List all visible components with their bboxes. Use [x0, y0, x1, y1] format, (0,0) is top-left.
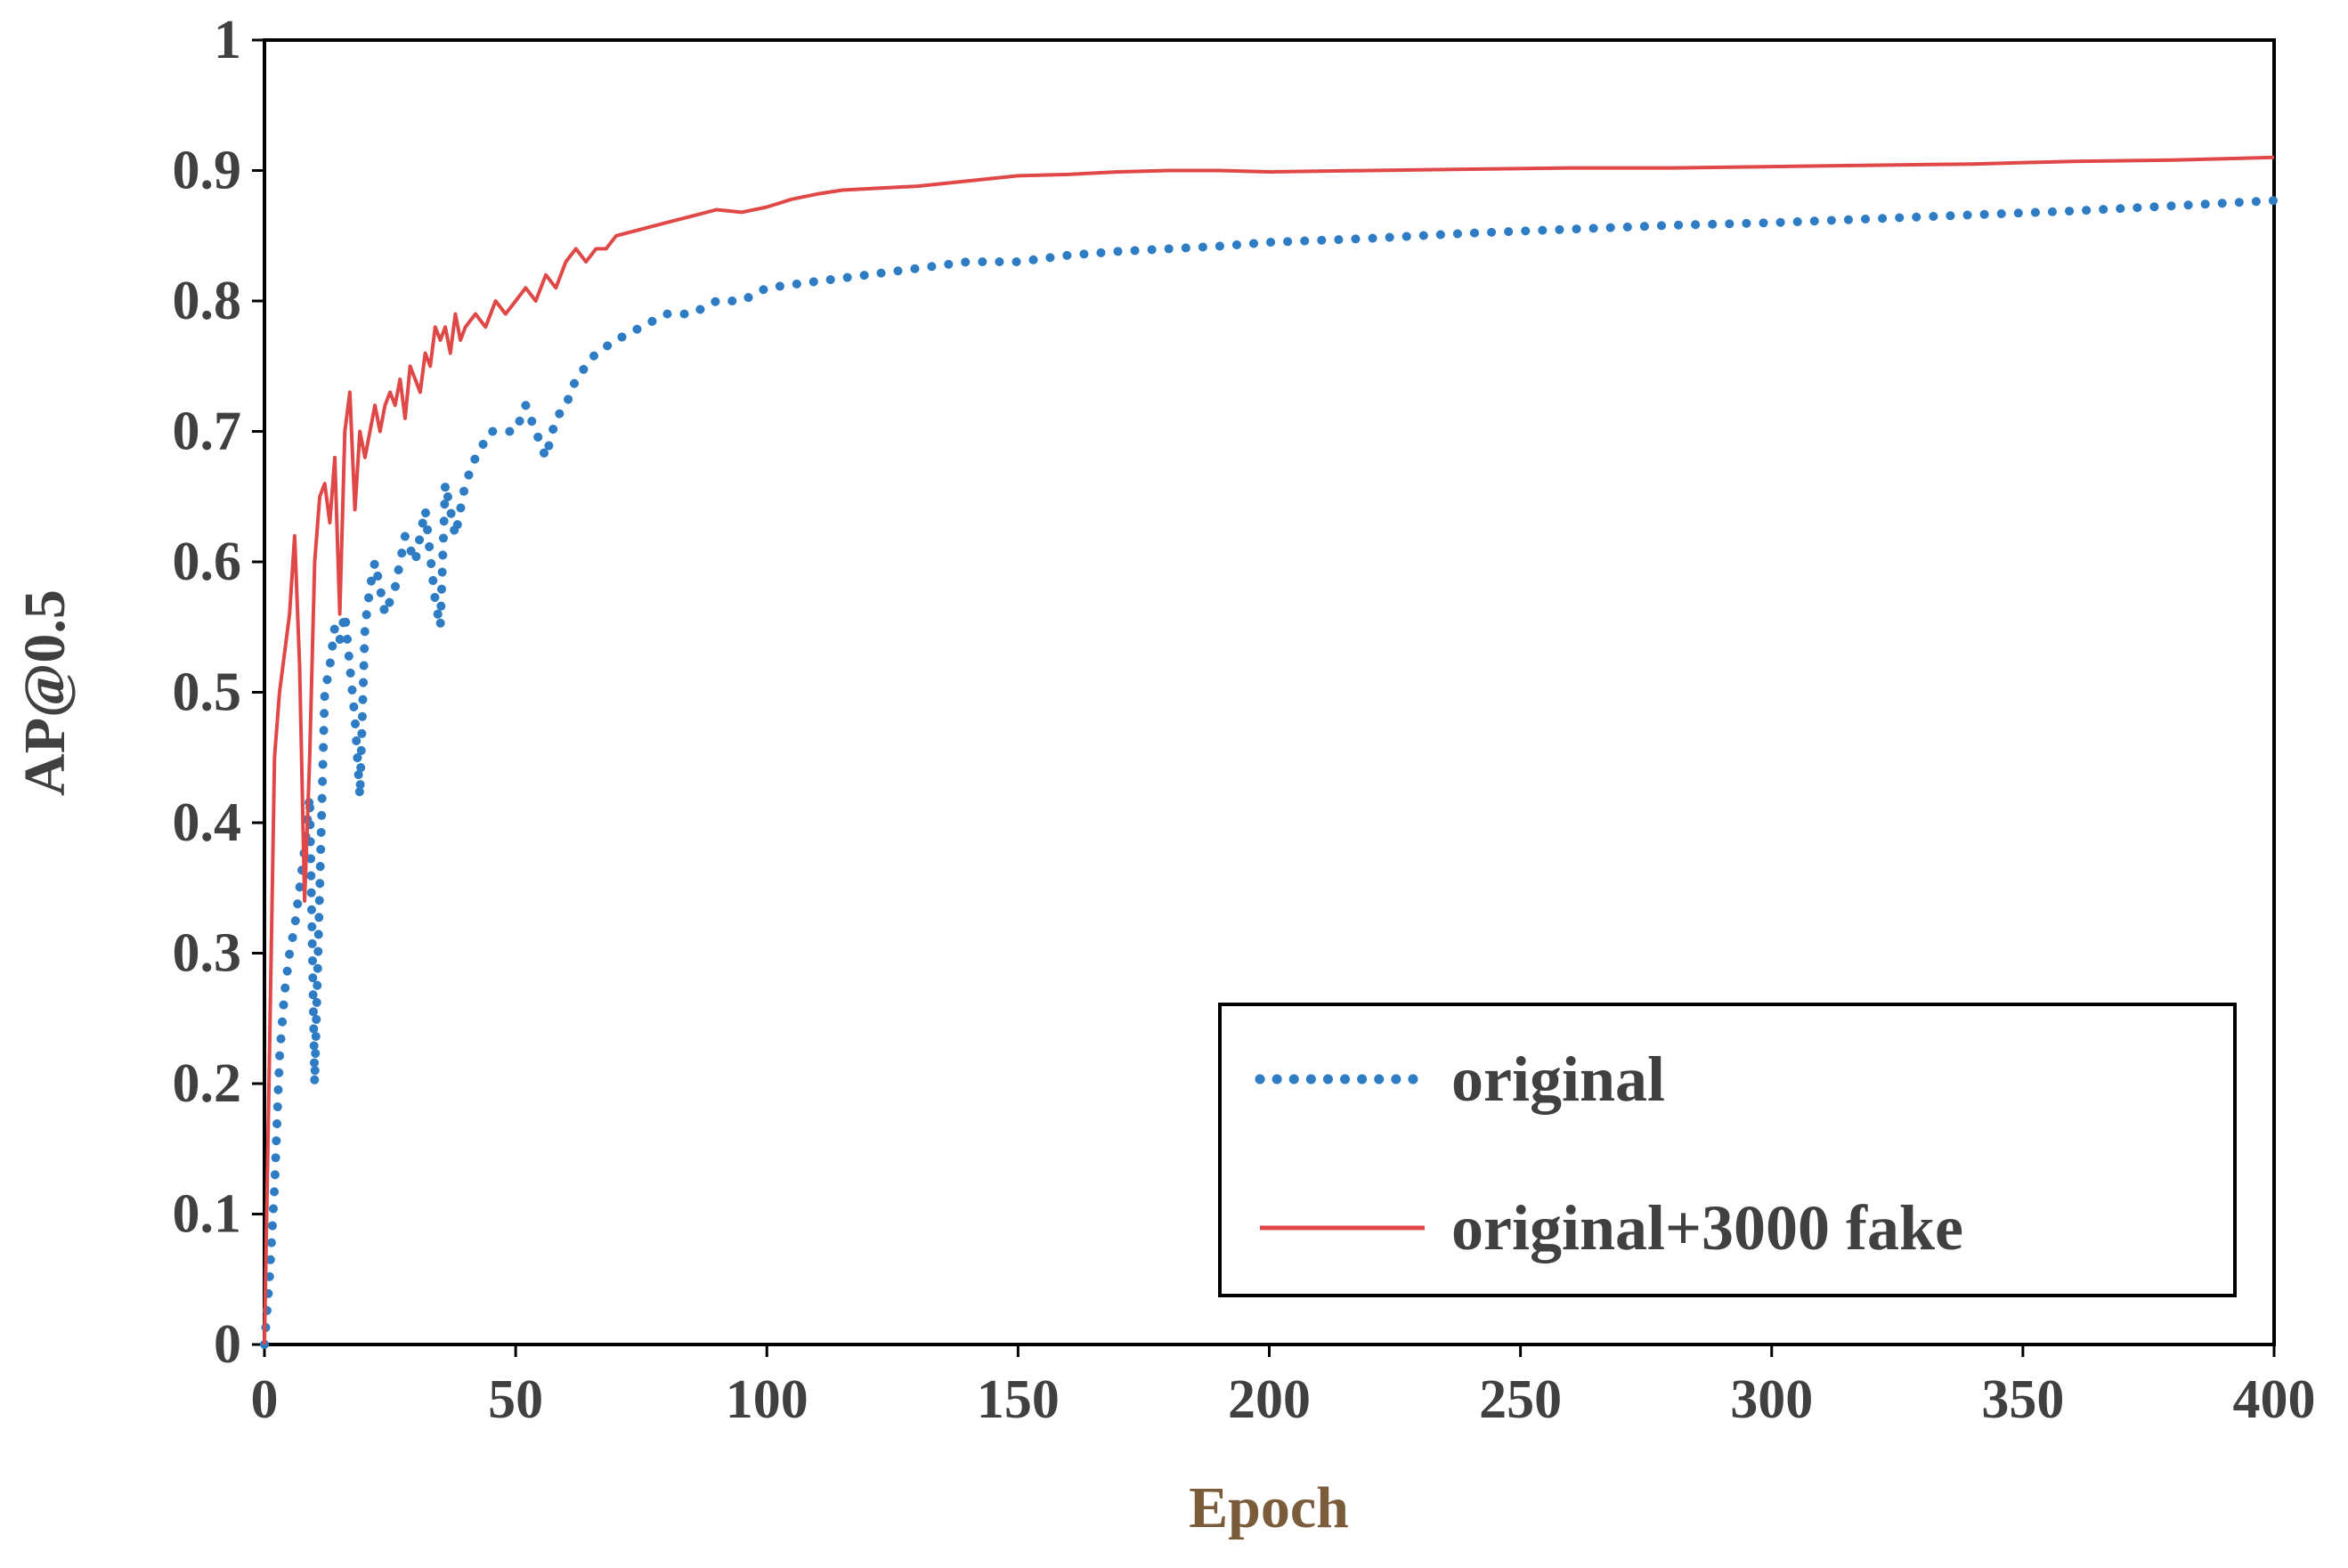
series-layer	[260, 155, 2279, 1349]
series-line-original	[260, 196, 2279, 1349]
series-line-original-fake	[263, 155, 2275, 1345]
y-tick-label: 0.8	[173, 271, 242, 331]
legend-label-original: original	[1451, 1044, 1665, 1115]
y-tick-label: 0.6	[173, 532, 242, 592]
x-tick-label: 0	[251, 1369, 279, 1430]
y-tick-label: 0	[214, 1314, 241, 1375]
x-tick-label: 50	[488, 1369, 543, 1430]
x-tick-label: 150	[977, 1369, 1060, 1430]
x-tick-label: 250	[1479, 1369, 1562, 1430]
y-tick-label: 0.4	[173, 792, 242, 853]
x-axis-title: Epoch	[1189, 1475, 1349, 1540]
y-tick-label: 0.9	[173, 141, 242, 201]
y-tick-label: 0.3	[173, 923, 242, 984]
x-axis-ticks: 0 50 100 150 200 250 300 350 400	[251, 1345, 2316, 1430]
y-tick-label: 0.1	[173, 1184, 242, 1245]
x-tick-label: 400	[2233, 1369, 2316, 1430]
x-tick-label: 200	[1228, 1369, 1311, 1430]
x-tick-label: 300	[1730, 1369, 1813, 1430]
x-tick-label: 100	[726, 1369, 808, 1430]
legend-label-original-fake: original+3000 fake	[1451, 1192, 1963, 1263]
x-tick-label: 350	[1981, 1369, 2064, 1430]
y-axis-title: AP@0.5	[12, 589, 77, 796]
legend-box	[1218, 1003, 2237, 1297]
y-tick-label: 0.2	[173, 1053, 242, 1114]
y-axis-ticks: 0 0.1 0.2 0.3 0.4 0.5 0.6 0.7 0.8 0.9 1	[173, 10, 264, 1375]
legend: original original+3000 fake	[1218, 1003, 2237, 1297]
y-tick-label: 1	[214, 10, 241, 70]
y-tick-label: 0.7	[173, 402, 242, 462]
y-tick-label: 0.5	[173, 662, 242, 723]
